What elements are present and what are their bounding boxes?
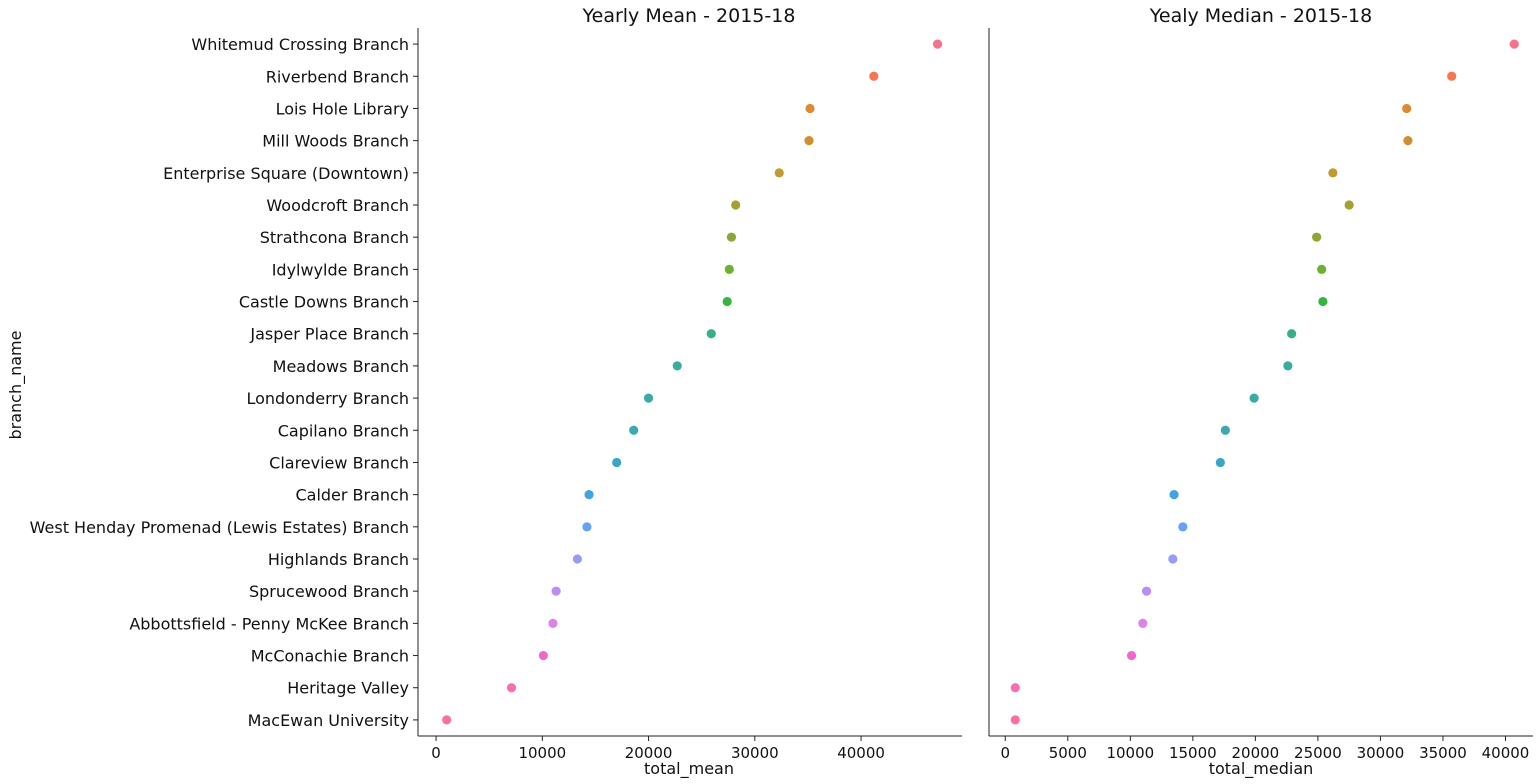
x-tick-label: 5000 xyxy=(1049,744,1087,762)
y-tick-label: Strathcona Branch xyxy=(260,228,409,247)
x-tick-label: 40000 xyxy=(837,744,885,762)
y-tick-label: Woodcroft Branch xyxy=(266,196,409,215)
y-tick-label: Highlands Branch xyxy=(268,550,409,569)
data-point xyxy=(442,715,452,725)
y-tick-label: Jasper Place Branch xyxy=(249,325,409,344)
data-point xyxy=(548,618,558,628)
data-point xyxy=(1138,618,1148,628)
x-tick-label: 25000 xyxy=(1294,744,1342,762)
x-tick-label: 30000 xyxy=(1357,744,1405,762)
chart-title-median: Yealy Median - 2015-18 xyxy=(1149,5,1372,27)
y-tick-label: Abbottsfield - Penny McKee Branch xyxy=(129,614,409,633)
data-point xyxy=(1141,586,1152,596)
y-tick-label: McConachie Branch xyxy=(251,647,409,666)
data-point xyxy=(612,457,622,468)
panel-median: Yealy Median - 2015-18 total_median 0 500… xyxy=(988,5,1533,779)
x-tick-label: 0 xyxy=(1000,744,1010,762)
data-point xyxy=(1403,136,1413,146)
data-point xyxy=(629,425,639,435)
data-point xyxy=(805,103,815,114)
data-point xyxy=(1010,683,1020,693)
x-axis-label-mean: total_mean xyxy=(644,759,734,779)
x-tick-label: 35000 xyxy=(1419,744,1467,762)
data-point xyxy=(1283,361,1293,371)
data-point xyxy=(538,650,548,661)
y-tick-label: Lois Hole Library xyxy=(276,99,409,118)
data-point xyxy=(726,232,737,242)
data-point xyxy=(1318,296,1328,307)
x-ticks-median: 0 5000 10000 15000 20000 25000 30000 35000 40000 xyxy=(1000,736,1529,762)
y-tick-label: Capilano Branch xyxy=(278,421,409,440)
y-tick-label: Mill Woods Branch xyxy=(262,132,409,151)
y-tick-label: Meadows Branch xyxy=(273,357,409,376)
x-axis-label-median: total_median xyxy=(1209,759,1314,779)
data-point xyxy=(1344,200,1354,210)
data-point xyxy=(1287,329,1297,339)
x-tick-label: 40000 xyxy=(1482,744,1530,762)
data-point xyxy=(643,393,654,403)
y-tick-label: Clareview Branch xyxy=(269,453,409,472)
x-tick-label: 15000 xyxy=(1169,744,1217,762)
y-tick-label: Idylwylde Branch xyxy=(272,260,409,279)
x-tick-label: 10000 xyxy=(518,744,566,762)
data-point xyxy=(731,200,741,210)
x-ticks-mean: 0 10000 20000 30000 40000 xyxy=(431,736,885,762)
data-point xyxy=(724,264,734,274)
data-point xyxy=(869,71,879,81)
data-point xyxy=(722,296,732,307)
data-point xyxy=(506,683,517,693)
data-point xyxy=(1010,715,1020,725)
data-point xyxy=(1328,168,1338,178)
y-tick-label: Whitemud Crossing Branch xyxy=(191,35,409,54)
y-tick-label: Heritage Valley xyxy=(287,679,409,698)
data-point xyxy=(1249,393,1259,403)
y-tick-label: MacEwan University xyxy=(248,711,409,730)
data-point xyxy=(582,522,592,532)
x-tick-label: 0 xyxy=(431,744,441,762)
data-point xyxy=(584,490,594,500)
points-mean xyxy=(442,39,943,725)
panel-mean: Yearly Mean - 2015-18 branch_name total_… xyxy=(6,5,962,779)
data-point xyxy=(774,168,784,178)
data-point xyxy=(1447,71,1457,81)
y-tick-label: Calder Branch xyxy=(295,486,409,505)
y-tick-label: West Henday Promenad (Lewis Estates) Bra… xyxy=(30,518,409,537)
data-point xyxy=(1220,425,1230,435)
category-labels: Whitemud Crossing Branch Riverbend Branch… xyxy=(30,35,418,730)
x-tick-label: 30000 xyxy=(731,744,779,762)
x-tick-label: 20000 xyxy=(1232,744,1280,762)
y-tick-label: Enterprise Square (Downtown) xyxy=(163,164,409,183)
data-point xyxy=(1312,232,1322,242)
data-point xyxy=(932,39,943,49)
data-point xyxy=(1215,457,1225,468)
data-point xyxy=(1509,39,1519,49)
y-tick-label: Sprucewood Branch xyxy=(249,582,409,601)
data-point xyxy=(572,554,582,564)
data-point xyxy=(1169,490,1179,500)
data-point xyxy=(551,586,561,596)
data-point xyxy=(706,329,716,339)
chart-title-mean: Yearly Mean - 2015-18 xyxy=(582,5,796,27)
y-tick-label: Londonderry Branch xyxy=(246,389,409,408)
y-axis-label: branch_name xyxy=(6,331,26,440)
data-point xyxy=(1126,650,1137,661)
points-median xyxy=(1010,39,1519,725)
data-point xyxy=(672,361,682,371)
y-tick-label: Riverbend Branch xyxy=(266,67,409,86)
y-tick-label: Castle Downs Branch xyxy=(239,293,409,312)
x-tick-label: 20000 xyxy=(625,744,673,762)
data-point xyxy=(1168,554,1178,564)
data-point xyxy=(804,136,814,146)
data-point xyxy=(1178,522,1188,532)
data-point xyxy=(1317,264,1327,274)
data-point xyxy=(1402,103,1412,114)
x-tick-label: 10000 xyxy=(1106,744,1154,762)
